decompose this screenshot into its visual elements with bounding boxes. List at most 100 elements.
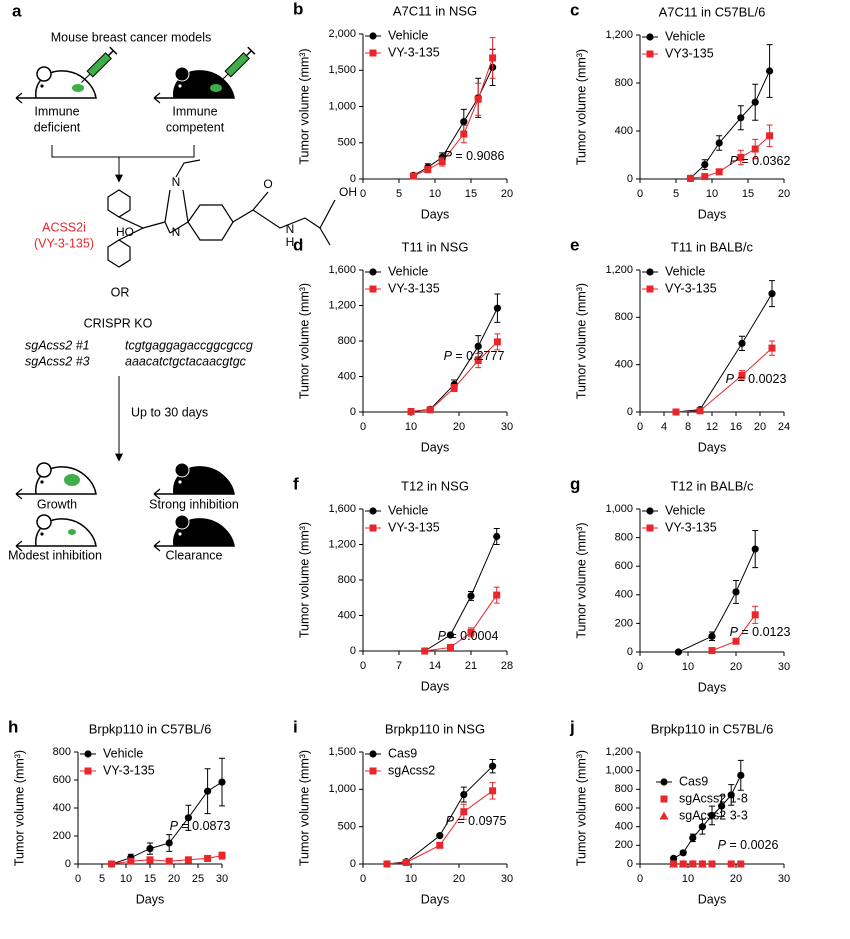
marker bbox=[766, 67, 774, 75]
marker bbox=[732, 637, 740, 645]
legend-marker bbox=[659, 811, 669, 820]
marker bbox=[674, 648, 683, 656]
marker bbox=[204, 854, 212, 862]
y-tick-label: 1,500 bbox=[328, 64, 356, 76]
y-tick-label: 1,200 bbox=[605, 264, 633, 276]
legend-label: Vehicle bbox=[665, 503, 705, 517]
panel-label: g bbox=[570, 474, 580, 493]
x-axis-label: Days bbox=[421, 679, 449, 693]
p-value-text: = 0.2777 bbox=[455, 349, 504, 363]
marker bbox=[436, 841, 444, 849]
y-tick-label: 2,000 bbox=[328, 28, 356, 40]
legend-marker bbox=[646, 524, 654, 532]
marker bbox=[737, 771, 745, 779]
x-tick-label: 5 bbox=[99, 873, 105, 885]
x-tick-label: 0 bbox=[637, 661, 643, 673]
x-tick-label: 10 bbox=[682, 661, 694, 673]
marker bbox=[467, 592, 475, 600]
marker bbox=[438, 158, 446, 166]
x-axis-label: Days bbox=[698, 207, 726, 221]
x-tick-label: 10 bbox=[405, 873, 417, 885]
y-tick-label: 1,600 bbox=[328, 264, 356, 276]
y-tick-label: 0 bbox=[627, 406, 633, 418]
chemical-structure bbox=[107, 159, 336, 268]
x-tick-label: 20 bbox=[730, 873, 742, 885]
x-tick-label: 30 bbox=[216, 873, 228, 885]
marker bbox=[489, 54, 497, 62]
legend-item: VY-3-135 bbox=[642, 520, 717, 534]
y-tick-label: 400 bbox=[615, 359, 633, 371]
p-symbol: P bbox=[444, 349, 453, 363]
p-symbol: P bbox=[730, 154, 739, 168]
legend-item: VY-3-135 bbox=[642, 281, 717, 295]
marker bbox=[678, 859, 688, 868]
p-symbol: P bbox=[726, 372, 735, 386]
x-tick-label: 20 bbox=[501, 188, 513, 200]
drug-name: (VY-3-135) bbox=[34, 236, 94, 250]
legend-item: VY-3-135 bbox=[80, 763, 155, 777]
marker bbox=[474, 357, 482, 365]
legend-label: Cas9 bbox=[679, 774, 708, 788]
y-tick-label: 800 bbox=[615, 783, 633, 795]
marker bbox=[218, 852, 226, 860]
atom: N bbox=[286, 222, 295, 236]
marker bbox=[421, 647, 429, 655]
legend-item: Vehicle bbox=[80, 746, 143, 760]
chart-title: Brpkp110 in NSG bbox=[385, 721, 485, 736]
p-symbol: P bbox=[718, 838, 727, 852]
panel-label: e bbox=[570, 235, 579, 254]
legend-label: Vehicle bbox=[103, 746, 143, 760]
p-value-text: = 0.0975 bbox=[457, 814, 506, 828]
x-tick-label: 20 bbox=[453, 421, 465, 433]
x-tick-label: 10 bbox=[682, 873, 694, 885]
x-tick-label: 0 bbox=[637, 421, 643, 433]
y-axis-label: Tumor volume (mm³) bbox=[574, 522, 588, 638]
p-symbol: P bbox=[438, 629, 447, 643]
marker bbox=[751, 611, 759, 619]
y-tick-label: 800 bbox=[53, 746, 71, 758]
legend-item: Vehicle bbox=[365, 264, 428, 278]
y-axis-label: Tumor volume (mm³) bbox=[574, 283, 588, 399]
y-tick-label: 400 bbox=[615, 821, 633, 833]
p-value: P = 0.2777 bbox=[444, 349, 505, 363]
legend-item: Vehicle bbox=[642, 503, 705, 517]
x-tick-label: 24 bbox=[778, 421, 790, 433]
marker bbox=[218, 778, 226, 786]
marker bbox=[768, 290, 776, 298]
atom: N bbox=[172, 225, 181, 239]
legend-label: Vehicle bbox=[388, 28, 428, 42]
panel-label: a bbox=[12, 1, 22, 20]
legend-item: VY-3-135 bbox=[365, 45, 440, 59]
y-tick-label: 1,200 bbox=[328, 538, 356, 550]
marker bbox=[697, 859, 707, 868]
chart-title: Brpkp110 in C57BL/6 bbox=[651, 721, 774, 736]
x-tick-label: 7 bbox=[396, 660, 402, 672]
y-axis-label: Tumor volume (mm³) bbox=[574, 750, 588, 866]
marker bbox=[732, 588, 740, 596]
marker bbox=[698, 823, 707, 831]
p-value-text: = 0.0026 bbox=[729, 838, 778, 852]
p-symbol: P bbox=[730, 625, 739, 639]
model-label: competent bbox=[166, 120, 225, 134]
legend-label: VY-3-135 bbox=[665, 281, 717, 295]
p-value: P = 0.9086 bbox=[444, 149, 505, 163]
y-tick-label: 400 bbox=[53, 802, 71, 814]
marker bbox=[672, 408, 680, 416]
outcome-label: Strong inhibition bbox=[149, 497, 239, 511]
y-tick-label: 1,200 bbox=[605, 746, 633, 758]
legend-marker bbox=[660, 778, 668, 786]
y-tick-label: 600 bbox=[615, 560, 633, 572]
marker bbox=[146, 845, 154, 853]
legend-marker bbox=[369, 507, 377, 515]
x-tick-label: 30 bbox=[501, 421, 513, 433]
y-tick-label: 0 bbox=[350, 406, 356, 418]
legend-item: VY-3-135 bbox=[365, 520, 440, 534]
legend-label: Vehicle bbox=[388, 503, 428, 517]
marker bbox=[489, 762, 497, 770]
y-tick-label: 0 bbox=[350, 173, 356, 185]
p-value: P = 0.0362 bbox=[730, 154, 791, 168]
panel-label: h bbox=[8, 717, 18, 736]
marker bbox=[737, 860, 745, 868]
p-value: P = 0.0123 bbox=[730, 625, 791, 639]
panel-label: j bbox=[569, 717, 575, 736]
